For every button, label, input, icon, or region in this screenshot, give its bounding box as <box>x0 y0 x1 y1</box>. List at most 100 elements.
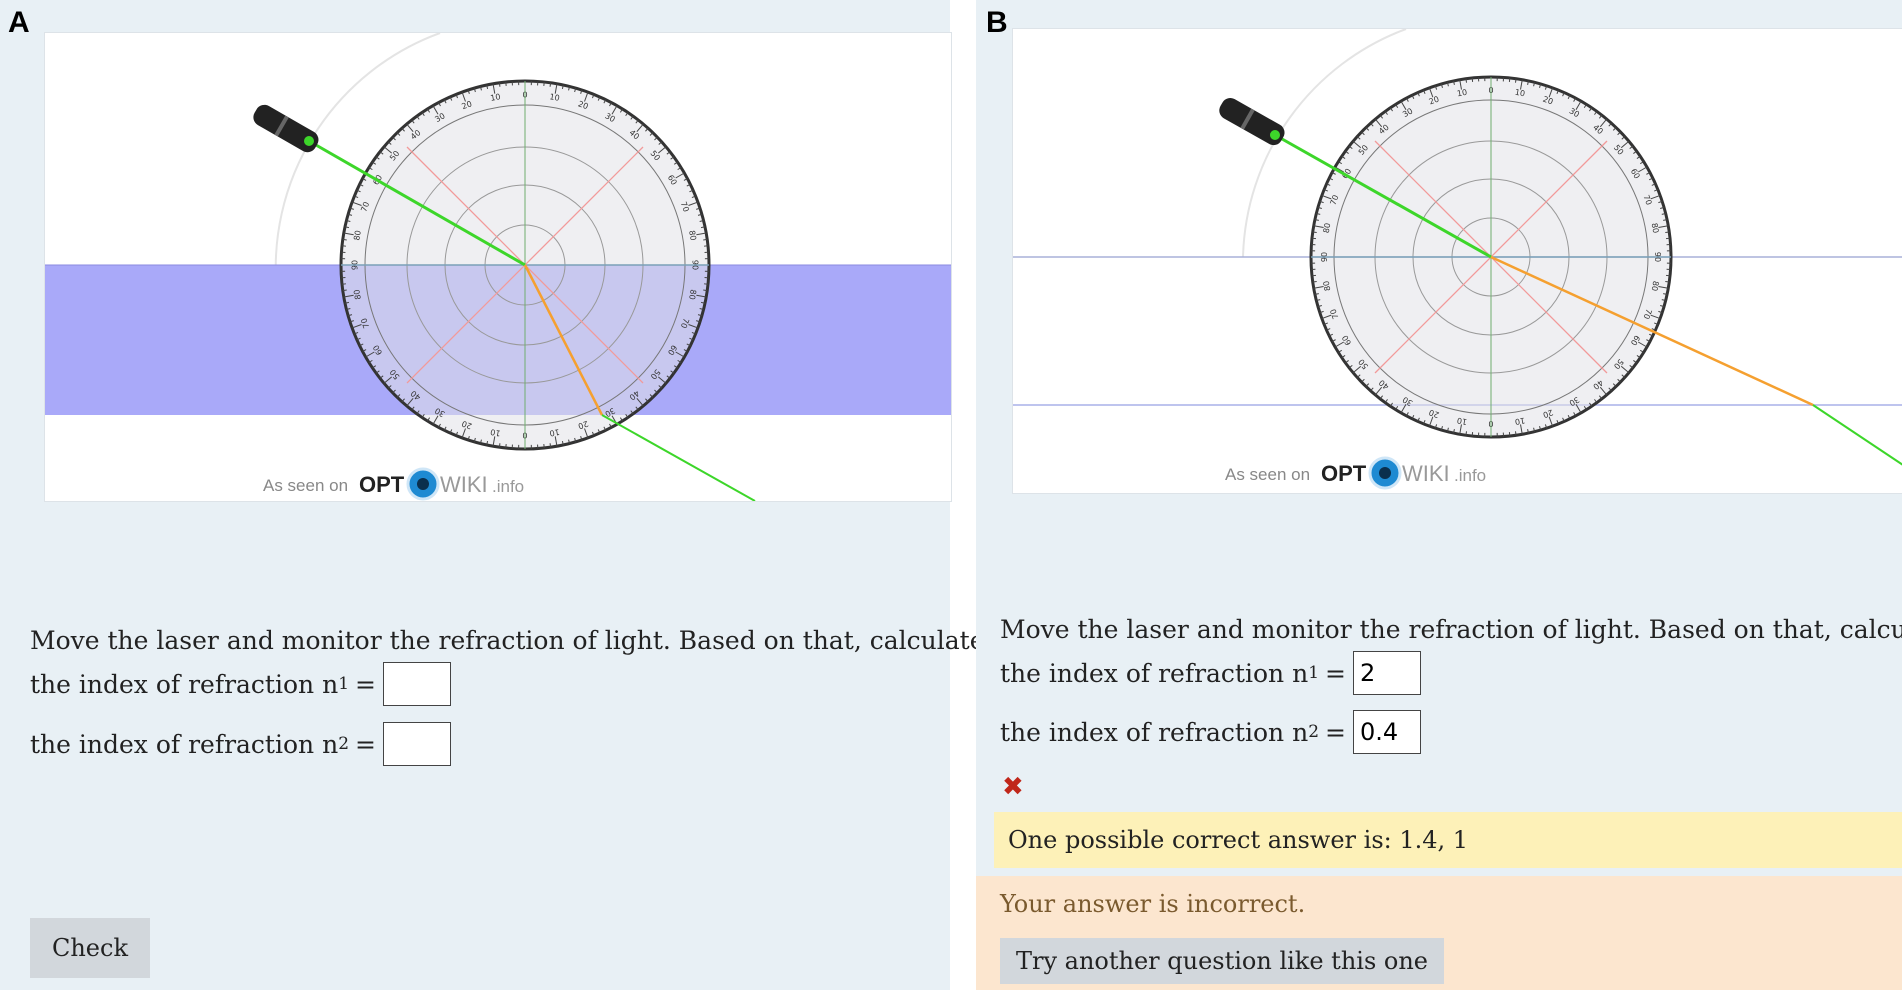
protractor-tick <box>1365 127 1370 131</box>
protractor-tick <box>1338 349 1343 353</box>
correct-answer-banner: One possible correct answer is: 1.4, 1 <box>994 812 1902 868</box>
protractor-tick <box>1658 286 1669 289</box>
n1-input[interactable]: 2 <box>1352 651 1421 695</box>
protractor-tick <box>1544 85 1548 90</box>
protractor-tick <box>1395 104 1399 109</box>
watermark-brand: WIKI <box>1402 461 1450 486</box>
protractor-tick <box>591 94 595 99</box>
protractor-tick <box>670 370 675 374</box>
protractor-tick <box>1589 107 1593 112</box>
question-text: Move the laser and monitor the refractio… <box>1000 615 1902 644</box>
incident-beam <box>1274 133 1492 259</box>
protractor-tick <box>1453 80 1455 85</box>
protractor-tick <box>1361 131 1365 136</box>
protractor-tick <box>365 351 375 358</box>
protractor-tick <box>1411 94 1415 100</box>
protractor-tick <box>461 428 466 439</box>
protractor-tick <box>645 127 649 132</box>
protractor-tick <box>1651 328 1656 331</box>
protractor-tick <box>359 183 364 187</box>
protractor-tick <box>344 301 350 304</box>
protractor-tick <box>1575 100 1582 111</box>
watermark-brand: WIKI <box>440 472 488 497</box>
protractor-tick <box>343 232 354 236</box>
protractor-tick <box>1395 405 1399 410</box>
protractor-tick-label: 30 <box>1401 395 1414 408</box>
protractor-tick-label: 80 <box>352 230 363 242</box>
protractor-tick <box>699 308 704 310</box>
protractor-tick-label: 80 <box>352 289 363 301</box>
protractor-tick <box>1440 426 1443 431</box>
protractor-tick <box>697 314 703 317</box>
protractor-tick <box>1556 89 1559 95</box>
watermark-brand: OPT <box>359 472 405 497</box>
protractor-tick <box>1334 341 1345 348</box>
simulation-canvas[interactable]: 0102030405060708090807060504030201001020… <box>1013 29 1902 493</box>
n1-input[interactable] <box>382 662 451 706</box>
equals-sign: = <box>1325 658 1346 688</box>
protractor-tick <box>1326 183 1331 186</box>
question-text: Move the laser and monitor the refractio… <box>30 626 993 655</box>
protractor-tick <box>1370 122 1374 127</box>
protractor-tick-label: 70 <box>359 201 371 214</box>
protractor-tick <box>1633 150 1637 154</box>
protractor-tick <box>1334 166 1345 173</box>
protractor-tick <box>1567 94 1571 100</box>
protractor-tick <box>689 189 694 193</box>
protractor-tick <box>568 439 570 444</box>
protractor-tick <box>635 406 639 411</box>
protractor-tick <box>1608 387 1612 392</box>
protractor-tick <box>673 365 678 369</box>
n2-input[interactable] <box>382 722 451 766</box>
laser-pointer[interactable] <box>1216 95 1288 149</box>
protractor-tick <box>1650 194 1661 200</box>
protractor-tick <box>1313 225 1324 228</box>
optowiki-watermark: As seen on OPT WIKI .info <box>263 467 524 501</box>
protractor-tick <box>1312 231 1317 234</box>
n2-input[interactable]: 0.4 <box>1352 710 1421 754</box>
protractor-tick <box>346 220 351 222</box>
protractor-tick <box>1629 145 1634 150</box>
protractor-tick <box>1389 107 1393 112</box>
protractor-tick <box>1620 140 1630 149</box>
protractor-tick <box>666 375 671 379</box>
protractor-tick <box>603 99 607 104</box>
protractor-tick <box>343 294 354 298</box>
eye-pupil <box>417 478 429 490</box>
protractor-tick <box>432 105 439 115</box>
n2-label: the index of refraction n <box>30 729 339 759</box>
refracted-beam <box>1490 255 1814 407</box>
protractor-tick <box>649 394 654 398</box>
protractor-tick-label: 60 <box>371 343 384 356</box>
exit-beam <box>601 414 756 501</box>
protractor-tick <box>1341 155 1346 159</box>
protractor-tick <box>1573 412 1576 417</box>
protractor-tick <box>700 301 706 304</box>
protractor-tick-label: 30 <box>1568 106 1581 119</box>
protractor-tick <box>554 436 558 447</box>
protractor-tick <box>1370 387 1374 392</box>
protractor-tick-label: 80 <box>1322 222 1333 234</box>
protractor-tick-label: 70 <box>1329 308 1341 321</box>
protractor-tick <box>1313 286 1324 289</box>
protractor-tick <box>1589 402 1593 407</box>
optics-simulation[interactable]: 0102030405060708090807060504030201001020… <box>44 32 952 502</box>
protractor-tick <box>1446 427 1449 432</box>
laser-pointer[interactable] <box>250 102 322 156</box>
try-another-button[interactable]: Try another question like this one <box>1000 938 1444 984</box>
protractor-tick <box>351 324 362 329</box>
simulation-canvas[interactable]: 0102030405060708090807060504030201001020… <box>45 33 951 501</box>
protractor-tick <box>427 417 431 422</box>
check-button[interactable]: Check <box>30 918 150 978</box>
protractor-tick <box>580 89 583 94</box>
protractor-tick <box>654 136 658 141</box>
optics-simulation[interactable]: 0102030405060708090807060504030201001020… <box>1012 28 1902 494</box>
protractor-tick <box>1374 118 1383 128</box>
protractor-tick <box>1379 395 1384 400</box>
protractor-tick <box>1612 383 1617 387</box>
protractor-tick <box>449 96 453 101</box>
protractor-tick <box>700 226 706 229</box>
protractor-tick <box>703 289 708 292</box>
protractor-tick <box>1356 374 1361 378</box>
protractor-tick-label: 70 <box>359 317 371 330</box>
